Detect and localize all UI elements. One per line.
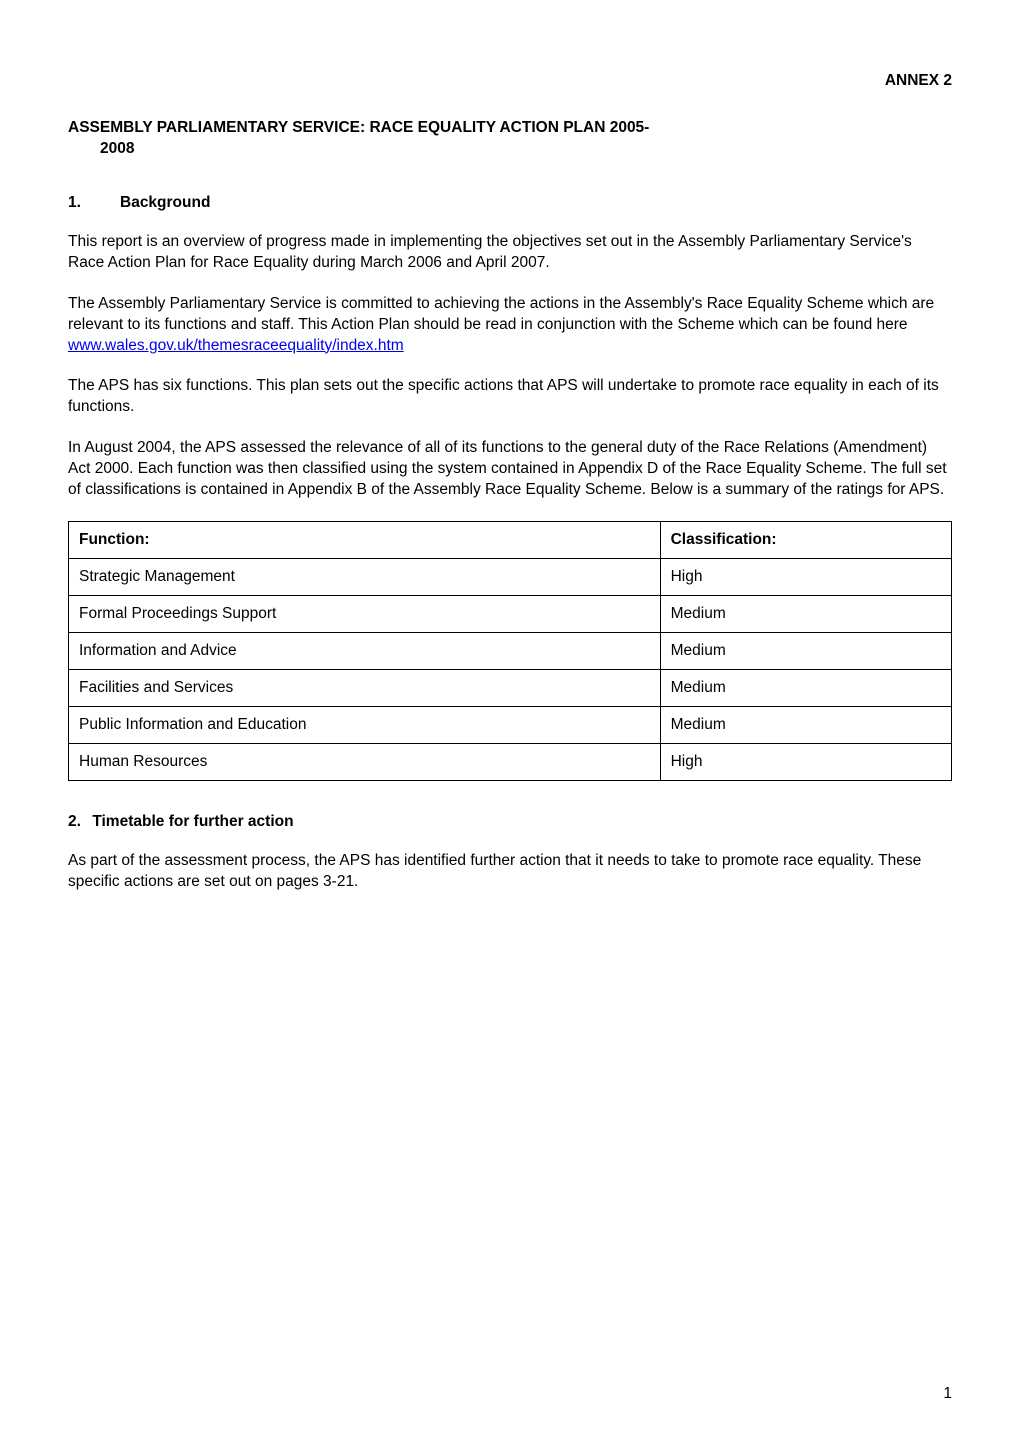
table-row: Public Information and Education Medium (69, 707, 952, 744)
classification-cell: Medium (660, 596, 951, 633)
section-2-para-1: As part of the assessment process, the A… (68, 851, 952, 893)
function-cell: Formal Proceedings Support (69, 596, 661, 633)
main-title-line2: 2008 (68, 139, 952, 160)
classification-cell: High (660, 744, 951, 781)
section-2-title: Timetable for further action (92, 813, 293, 830)
section-1-number: 1. (68, 194, 120, 212)
function-cell: Public Information and Education (69, 707, 661, 744)
section-1-para-4: In August 2004, the APS assessed the rel… (68, 438, 952, 501)
functions-table: Function: Classification: Strategic Mana… (68, 521, 952, 781)
header-classification: Classification: (660, 522, 951, 559)
function-cell: Human Resources (69, 744, 661, 781)
section-2-number: 2. (68, 813, 88, 831)
section-1-heading: 1.Background (68, 194, 952, 212)
table-row: Human Resources High (69, 744, 952, 781)
section-1-para-2-text: The Assembly Parliamentary Service is co… (68, 295, 934, 333)
table-row: Facilities and Services Medium (69, 670, 952, 707)
header-function: Function: (69, 522, 661, 559)
section-2-heading: 2. Timetable for further action (68, 813, 952, 831)
function-cell: Strategic Management (69, 559, 661, 596)
function-cell: Facilities and Services (69, 670, 661, 707)
annex-label: ANNEX 2 (68, 72, 952, 90)
section-1-para-2: The Assembly Parliamentary Service is co… (68, 294, 952, 357)
section-1-para-1: This report is an overview of progress m… (68, 232, 952, 274)
table-row: Strategic Management High (69, 559, 952, 596)
table-header-row: Function: Classification: (69, 522, 952, 559)
table-row: Formal Proceedings Support Medium (69, 596, 952, 633)
classification-cell: Medium (660, 707, 951, 744)
main-title-line1: ASSEMBLY PARLIAMENTARY SERVICE: RACE EQU… (68, 119, 649, 136)
classification-cell: Medium (660, 633, 951, 670)
page-number: 1 (943, 1385, 952, 1403)
section-1-title: Background (120, 194, 210, 211)
function-cell: Information and Advice (69, 633, 661, 670)
table-row: Information and Advice Medium (69, 633, 952, 670)
scheme-link[interactable]: www.wales.gov.uk/themesraceequality/inde… (68, 337, 404, 354)
classification-cell: High (660, 559, 951, 596)
section-1-para-3: The APS has six functions. This plan set… (68, 376, 952, 418)
main-title: ASSEMBLY PARLIAMENTARY SERVICE: RACE EQU… (68, 118, 952, 160)
classification-cell: Medium (660, 670, 951, 707)
